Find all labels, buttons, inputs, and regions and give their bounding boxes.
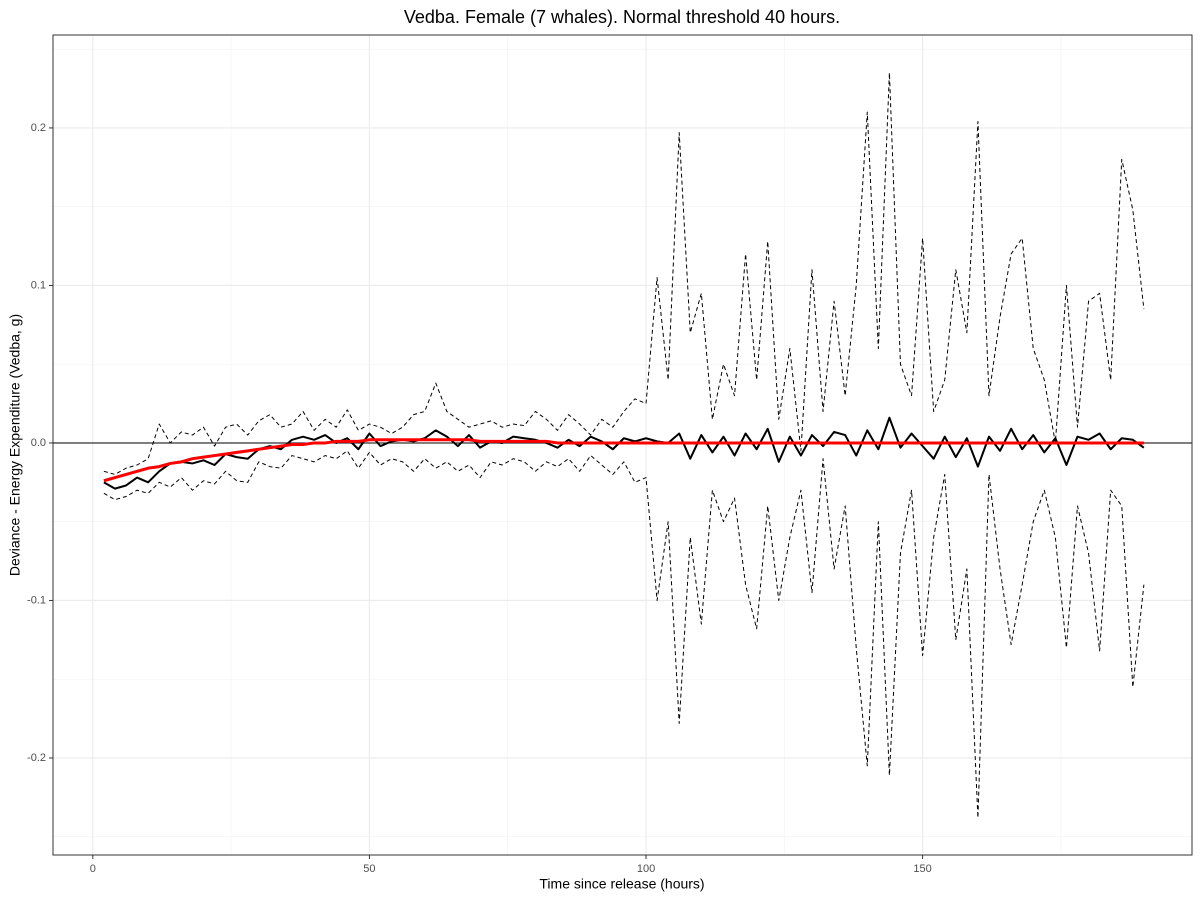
series-line — [103, 72, 1145, 475]
x-tick-label: 150 — [913, 863, 931, 875]
x-tick-label: 0 — [90, 863, 96, 875]
series-line — [103, 438, 1144, 483]
series-line — [103, 450, 1145, 819]
y-tick-label: 0.2 — [31, 122, 46, 134]
panel-border — [52, 34, 1193, 856]
y-axis-title: Deviance - Energy Expenditure (Vedba, g) — [7, 314, 23, 576]
y-tick-label: -0.2 — [27, 752, 46, 764]
x-tick-label: 50 — [363, 863, 375, 875]
x-tick-label: 100 — [637, 863, 655, 875]
y-tick-label: -0.1 — [27, 594, 46, 606]
y-tick-label: 0.1 — [31, 279, 46, 291]
x-axis-title: Time since release (hours) — [539, 876, 704, 892]
chart-title: Vedba. Female (7 whales). Normal thresho… — [404, 7, 840, 27]
y-tick-label: 0.0 — [31, 437, 46, 449]
series-line — [103, 416, 1145, 490]
